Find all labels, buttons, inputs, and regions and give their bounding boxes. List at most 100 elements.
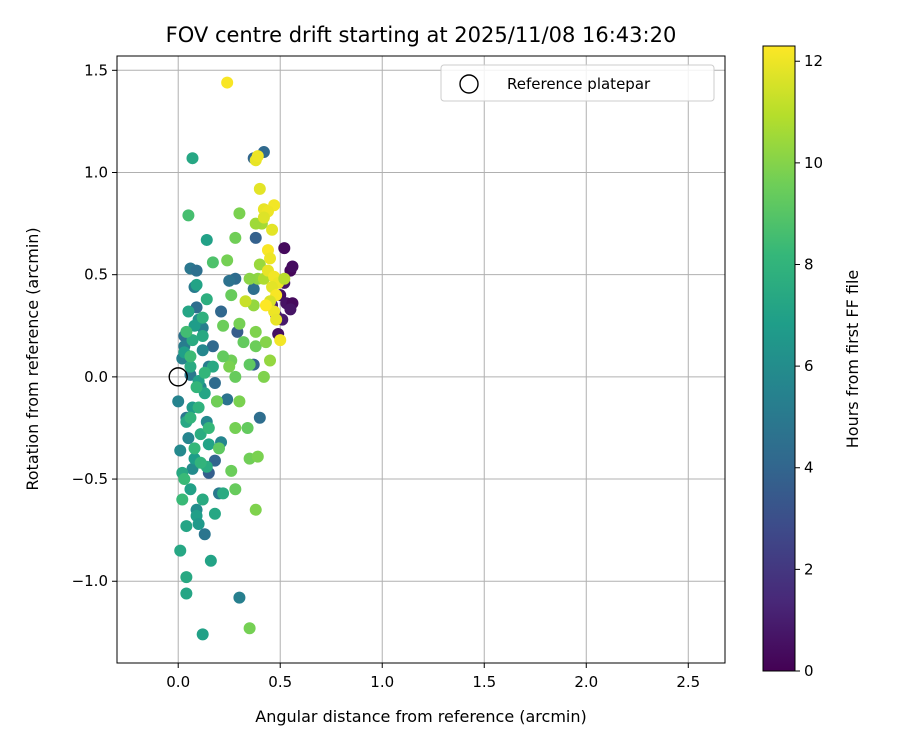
data-point xyxy=(239,295,252,308)
data-point xyxy=(190,381,203,394)
data-point xyxy=(180,325,193,338)
y-tick-label: 0.5 xyxy=(84,266,108,284)
data-point xyxy=(233,591,246,604)
data-point xyxy=(259,336,272,349)
data-point xyxy=(184,411,197,424)
data-point xyxy=(174,544,187,557)
colorbar-gradient xyxy=(762,45,796,672)
data-point xyxy=(172,395,185,408)
colorbar: 0 2 4 6 8 10 12 Hours from first FF file xyxy=(762,45,862,680)
data-point xyxy=(200,293,213,306)
data-point xyxy=(188,319,201,332)
data-point xyxy=(190,278,203,291)
data-point xyxy=(253,411,266,424)
y-tick-label: 1.5 xyxy=(84,61,108,79)
data-point xyxy=(253,182,266,195)
y-tick-label: 0.0 xyxy=(84,368,108,386)
data-point xyxy=(217,319,230,332)
colorbar-tick-label: 4 xyxy=(804,459,814,477)
x-tick-label: 2.5 xyxy=(676,673,700,691)
y-tick-label: −0.5 xyxy=(72,470,108,488)
data-point xyxy=(249,231,262,244)
data-point xyxy=(233,395,246,408)
data-point xyxy=(192,401,205,414)
plot-frame xyxy=(116,55,726,664)
data-point xyxy=(251,450,264,463)
data-point xyxy=(249,325,262,338)
data-point xyxy=(184,483,197,496)
data-point xyxy=(251,150,264,163)
colorbar-tick-label: 12 xyxy=(804,52,823,70)
data-point xyxy=(253,258,266,271)
data-point xyxy=(206,256,219,269)
data-point xyxy=(286,260,299,273)
legend: Reference platepar xyxy=(440,64,715,102)
chart-title: FOV centre drift starting at 2025/11/08 … xyxy=(166,23,677,47)
data-point xyxy=(215,305,228,318)
data-point xyxy=(194,428,207,441)
data-point xyxy=(249,340,262,353)
data-point xyxy=(243,622,256,635)
data-point xyxy=(217,350,230,363)
colorbar-tick-label: 8 xyxy=(804,255,814,273)
data-point xyxy=(202,421,215,434)
y-axis-label: Rotation from reference (arcmin) xyxy=(23,227,42,490)
data-point xyxy=(178,473,191,486)
data-point xyxy=(182,305,195,318)
data-point xyxy=(208,454,221,467)
data-point xyxy=(196,628,209,641)
reference-point-marker xyxy=(168,367,188,387)
data-point xyxy=(184,350,197,363)
data-point xyxy=(243,358,256,371)
data-point xyxy=(225,289,238,302)
data-point xyxy=(213,442,226,455)
data-point xyxy=(274,334,287,347)
data-point xyxy=(233,207,246,220)
colorbar-tick-label: 0 xyxy=(804,662,814,680)
data-point xyxy=(182,432,195,445)
data-point xyxy=(229,231,242,244)
data-point xyxy=(221,76,234,89)
data-point xyxy=(257,211,270,224)
data-point xyxy=(266,223,279,236)
data-point xyxy=(278,272,291,285)
legend-marker-icon xyxy=(459,74,479,94)
data-point xyxy=(257,370,270,383)
x-tick-label: 0.5 xyxy=(268,673,292,691)
data-point xyxy=(210,395,223,408)
data-point xyxy=(206,360,219,373)
data-point xyxy=(184,360,197,373)
data-point xyxy=(180,520,193,533)
gridlines xyxy=(117,56,725,663)
data-point xyxy=(174,444,187,457)
data-point xyxy=(204,554,217,567)
colorbar-tick-label: 6 xyxy=(804,357,814,375)
reference-marker-group xyxy=(168,367,188,387)
data-point xyxy=(278,242,291,255)
data-point xyxy=(208,377,221,390)
data-point xyxy=(196,329,209,342)
data-point xyxy=(198,366,211,379)
data-point xyxy=(188,442,201,455)
data-point xyxy=(196,311,209,324)
data-point xyxy=(208,507,221,520)
data-point xyxy=(264,252,277,265)
data-point xyxy=(180,571,193,584)
data-point xyxy=(206,340,219,353)
x-tick-label: 1.0 xyxy=(370,673,394,691)
data-point xyxy=(225,464,238,477)
data-point xyxy=(202,438,215,451)
data-point xyxy=(229,421,242,434)
colorbar-ticks: 0 2 4 6 8 10 12 xyxy=(795,52,823,680)
x-tick-label: 2.0 xyxy=(574,673,598,691)
x-tick-label: 1.5 xyxy=(472,673,496,691)
data-point xyxy=(249,217,262,230)
data-point xyxy=(237,336,250,349)
data-point xyxy=(186,462,199,475)
colorbar-label: Hours from first FF file xyxy=(843,270,862,449)
y-axis-ticks: −1.0 −0.5 0.0 0.5 1.0 1.5 xyxy=(72,61,117,590)
data-point xyxy=(196,344,209,357)
data-points xyxy=(172,76,299,641)
data-point xyxy=(194,456,207,469)
